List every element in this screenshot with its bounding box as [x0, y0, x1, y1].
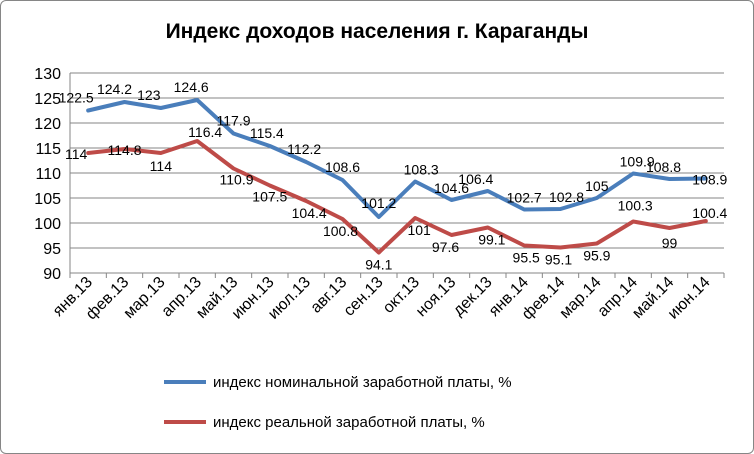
real-data-label: 101 — [407, 222, 431, 238]
nominal-data-label: 106.4 — [458, 171, 493, 187]
x-tick-label: мар.13 — [121, 274, 169, 322]
real-series-line — [86, 139, 708, 255]
nominal-data-label: 112.2 — [287, 141, 321, 157]
y-tick-label: 110 — [35, 166, 61, 183]
nominal-data-label: 108.6 — [325, 159, 360, 175]
nominal-data-label: 117.9 — [217, 113, 251, 129]
x-tick-label: дек.13 — [450, 274, 496, 320]
real-data-label: 116.4 — [188, 124, 222, 140]
real-data-label: 114 — [150, 158, 173, 174]
nominal-data-label: 124.6 — [174, 79, 209, 95]
real-data-label: 95.1 — [545, 252, 572, 268]
nominal-series-line — [86, 98, 708, 219]
real-data-label: 100.4 — [692, 205, 727, 221]
real-data-label: 114 — [65, 146, 88, 162]
nominal-data-label: 101.2 — [361, 195, 396, 211]
real-data-label: 95.5 — [513, 250, 540, 266]
y-tick-label: 120 — [34, 116, 61, 133]
real-data-label: 100.8 — [323, 223, 358, 239]
nominal-data-label: 115.4 — [250, 125, 284, 141]
nominal-data-label: 108.9 — [692, 172, 727, 188]
real-data-label: 110.9 — [220, 172, 254, 188]
nominal-data-label: 105 — [585, 178, 609, 194]
real-data-label: 94.1 — [365, 257, 392, 273]
real-data-label: 99.1 — [478, 232, 505, 248]
nominal-data-label: 102.8 — [549, 189, 584, 205]
y-tick-label: 90 — [43, 266, 61, 283]
y-tick-label: 100 — [34, 216, 61, 233]
x-tick-label: мар.14 — [557, 274, 605, 322]
real-data-label: 104.4 — [292, 205, 327, 221]
nominal-data-label: 108.8 — [646, 159, 681, 175]
y-tick-label: 130 — [34, 66, 61, 83]
nominal-data-label: 108.3 — [404, 162, 439, 178]
nominal-data-label: 104.6 — [434, 180, 469, 196]
chart-title: Индекс доходов населения г. Караганды — [166, 20, 589, 43]
real-data-label: 100.3 — [618, 198, 653, 214]
y-tick-label: 115 — [35, 141, 61, 158]
real-data-label: 107.5 — [252, 189, 287, 205]
nominal-data-label: 123 — [137, 87, 161, 103]
real-data-label: 114.8 — [108, 142, 142, 158]
y-tick-label: 95 — [43, 241, 61, 258]
nominal-data-label: 122.5 — [59, 90, 94, 106]
legend-label-nominal: индекс номинальной заработной платы, % — [213, 374, 512, 391]
real-data-label: 95.9 — [583, 248, 610, 264]
nominal-data-label: 109.9 — [620, 154, 655, 170]
y-tick-label: 105 — [34, 191, 61, 208]
real-data-label: 99 — [662, 235, 678, 251]
x-tick-label: ноя.13 — [413, 274, 459, 320]
legend-label-real: индекс реальной заработной платы, % — [213, 414, 485, 431]
nominal-data-label: 124.2 — [97, 81, 132, 97]
nominal-data-label: 102.7 — [507, 190, 542, 206]
y-tick-label: 125 — [34, 91, 61, 108]
x-tick-label: сен.13 — [341, 274, 387, 320]
real-data-label: 97.6 — [432, 239, 459, 255]
